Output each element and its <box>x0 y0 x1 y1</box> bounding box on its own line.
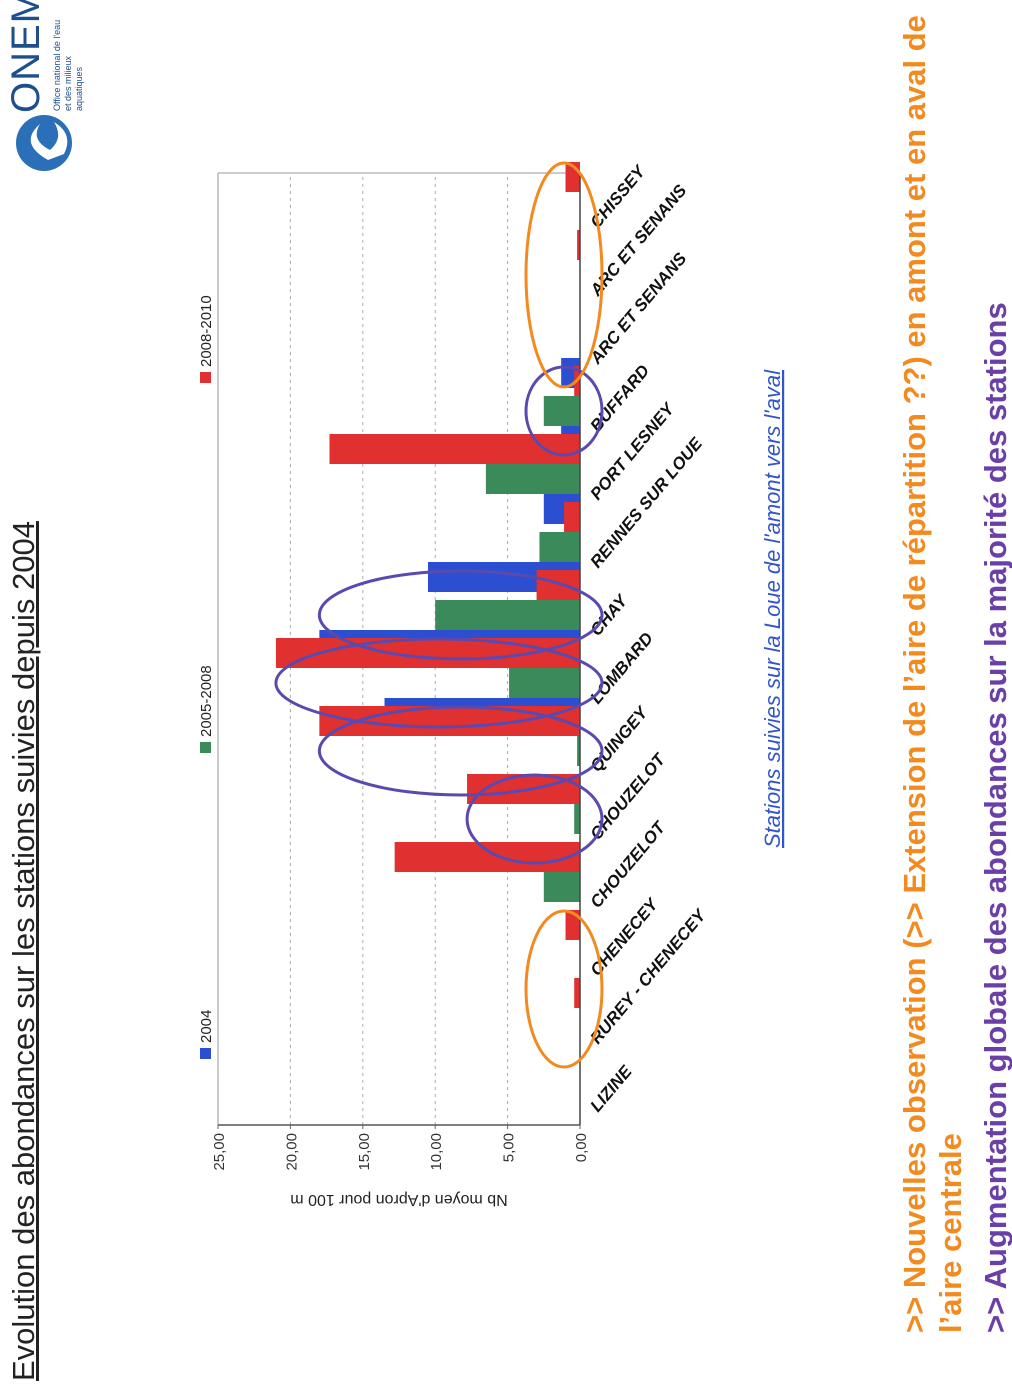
highlight-ellipse-purple <box>317 569 604 661</box>
highlight-ellipse-purple <box>274 637 604 729</box>
legend-swatch <box>200 1048 211 1059</box>
highlight-ellipse-orange <box>524 161 604 389</box>
highlight-ellipse-purple <box>317 705 604 797</box>
bullet-extension: >> Nouvelles observation (>> Extension d… <box>897 15 968 1333</box>
bar-2008-2010 <box>394 842 580 872</box>
y-tick-label: 5,00 <box>501 1133 518 1162</box>
category-label: RENNES SUR LOUE <box>587 434 707 572</box>
category-label: LIZINE <box>587 1062 637 1116</box>
y-tick-label: 15,00 <box>356 1133 373 1171</box>
bar-2008-2010 <box>565 910 581 940</box>
category-label: CHAY <box>587 590 633 639</box>
y-tick-label: 20,00 <box>283 1133 300 1171</box>
highlight-ellipse-purple <box>465 773 604 865</box>
bar-2005-2008 <box>485 464 581 494</box>
bullet-augmentation: >> Augmentation globale des abondances s… <box>978 302 1012 1333</box>
bar-2008-2010 <box>536 570 580 600</box>
bar-2005-2008 <box>539 532 580 562</box>
bar-2005-2008 <box>509 668 581 698</box>
abundance-chart: 0,00 5,00 10,00 15,00 20,00 25,00 Nb moyen d'A… <box>198 161 785 1208</box>
bar-2005-2008 <box>543 872 580 902</box>
bar-2005-2008 <box>435 600 581 630</box>
bar-2008-2010 <box>574 978 581 1008</box>
highlight-ellipse-purple <box>524 365 604 457</box>
y-axis-label: Nb moyen d'Apron pour 100 m <box>290 1191 507 1208</box>
onema-logo-icon <box>16 115 72 171</box>
legend-swatch <box>200 742 211 753</box>
legend-label: 2005-2008 <box>198 665 215 737</box>
legend-label: 2008-2010 <box>198 295 215 367</box>
x-axis-label: Stations suivies sur la Loue de l'amont … <box>760 369 785 848</box>
y-tick-label: 0,00 <box>573 1133 590 1162</box>
y-tick-label: 10,00 <box>428 1133 445 1171</box>
legend-swatch <box>200 372 211 383</box>
bar-2008-2010 <box>329 434 580 464</box>
highlight-ellipse-orange <box>524 909 604 1069</box>
legend-label: 2004 <box>198 1010 215 1043</box>
bar-2008-2010 <box>564 502 581 532</box>
category-label: RUREY - CHENECEY <box>587 905 711 1048</box>
y-tick-label: 25,00 <box>211 1133 228 1171</box>
bar-2005-2008 <box>543 396 580 426</box>
bar-2005-2008 <box>574 804 581 834</box>
